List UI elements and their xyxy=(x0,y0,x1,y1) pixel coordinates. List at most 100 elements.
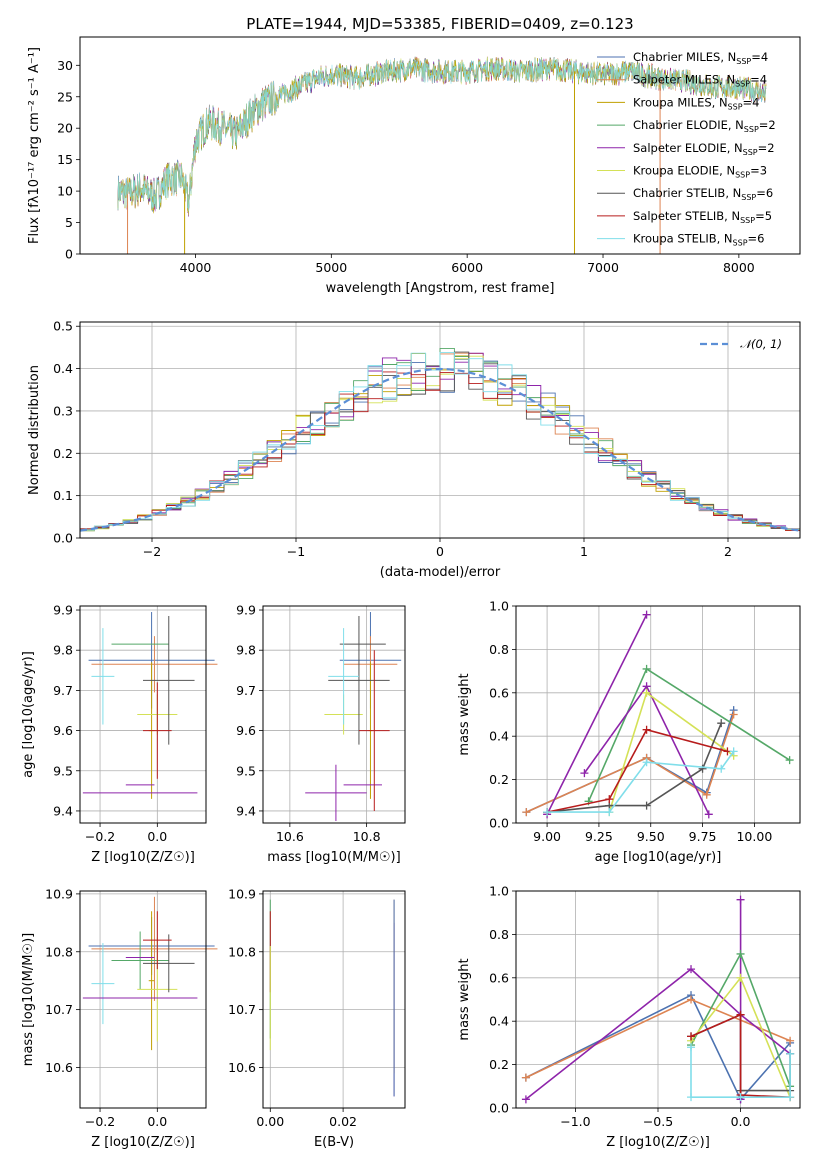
axes-frame xyxy=(262,890,406,1109)
legend-entry: Salpeter ELODIE, NSSP=2 xyxy=(633,141,775,157)
age-vs-metallicity-chart: −0.2 0.0 9.4 9.5 9.6 9.7 9.8 9.9 Z [log10(Z/Z☉)]… xyxy=(21,603,218,865)
y-tick-label: 9.7 xyxy=(236,683,256,698)
y-axis-label: mass weight xyxy=(457,673,472,755)
weight-point-marker xyxy=(521,1095,530,1104)
weight-point-marker xyxy=(736,973,745,982)
weight-point-marker xyxy=(687,965,696,974)
mass-vs-extinction-chart: 0.00 0.02 10.6 10.7 10.8 10.9 E(B-V) xyxy=(228,886,406,1150)
y-axis-label: Normed distribution xyxy=(27,365,42,495)
y-tick-label: 0.0 xyxy=(489,1101,509,1116)
x-tick-label: 0 xyxy=(436,544,444,559)
weight-point-marker xyxy=(605,795,614,804)
weight-point-marker xyxy=(642,758,651,767)
legend-entry: Chabrier ELODIE, NSSP=2 xyxy=(633,118,776,134)
y-tick-label: 10.8 xyxy=(45,944,73,959)
weight-point-marker xyxy=(736,1093,745,1102)
x-axis-label: E(B-V) xyxy=(314,1135,354,1150)
x-axis-label: age [log10(age/yr)] xyxy=(595,850,722,865)
y-axis-label: age [log10(age/yr)] xyxy=(21,651,36,778)
weight-point-marker xyxy=(642,610,651,619)
weight-point-marker xyxy=(702,790,711,799)
legend-entry: Kroupa STELIB, NSSP=6 xyxy=(633,232,764,248)
weight-point-marker xyxy=(785,756,794,765)
y-tick-label: 0.0 xyxy=(489,816,509,831)
y-tick-label: 9.4 xyxy=(236,803,256,818)
mass-vs-metallicity-chart: −0.2 0.0 10.6 10.7 10.8 10.9 Z [log10(Z/Z☉)] ma… xyxy=(21,886,218,1150)
legend-entry: Salpeter MILES, NSSP=4 xyxy=(633,73,767,89)
y-tick-label: 0.8 xyxy=(489,927,509,942)
x-tick-label: −0.5 xyxy=(643,1114,673,1129)
weight-point-marker xyxy=(736,895,745,904)
weight-point-marker xyxy=(642,801,651,810)
y-tick-label: 30 xyxy=(57,58,73,73)
normal-legend-label: 𝒩(0, 1) xyxy=(740,337,782,351)
y-tick-label: 9.9 xyxy=(236,603,256,618)
weight-series-line xyxy=(526,714,735,813)
y-tick-label: 0.2 xyxy=(489,1057,509,1072)
x-tick-label: −2 xyxy=(143,544,161,559)
y-tick-label: 0.4 xyxy=(53,361,73,376)
weight-point-marker xyxy=(786,1049,795,1058)
y-tick-label: 0 xyxy=(65,247,73,262)
x-tick-label: 0.0 xyxy=(147,829,167,844)
weight-point-marker xyxy=(642,725,651,734)
axes-frame xyxy=(79,321,801,539)
x-tick-label: 0.00 xyxy=(256,1114,284,1129)
x-tick-label: 9.00 xyxy=(533,829,561,844)
weight-series-line xyxy=(546,614,648,815)
weight-point-marker xyxy=(687,995,696,1004)
y-tick-label: 1.0 xyxy=(489,884,509,899)
x-tick-label: 7000 xyxy=(587,260,619,275)
weight-point-marker xyxy=(687,1032,696,1041)
x-tick-label: 0.0 xyxy=(731,1114,751,1129)
spectrum-lines xyxy=(117,56,767,254)
x-tick-label: 8000 xyxy=(723,260,755,275)
age-vs-mass-chart: 10.6 10.8 9.4 9.5 9.6 9.7 9.8 9.9 mass [log10(M/… xyxy=(236,603,406,865)
histogram-steps xyxy=(80,347,800,538)
axes-frame xyxy=(515,890,801,1109)
weight-point-marker xyxy=(522,808,531,817)
x-tick-label: 6000 xyxy=(451,260,483,275)
y-tick-label: 0.8 xyxy=(489,642,509,657)
weight-series-line xyxy=(525,968,791,1100)
legend-entry: Chabrier STELIB, NSSP=6 xyxy=(633,186,773,202)
x-tick-label: −1.0 xyxy=(560,1114,590,1129)
y-tick-label: 9.8 xyxy=(236,643,256,658)
y-tick-label: 9.5 xyxy=(53,763,73,778)
normal-curve xyxy=(80,367,800,532)
x-axis-label: (data-model)/error xyxy=(380,565,501,580)
y-tick-label: 10.9 xyxy=(45,886,73,901)
weight-point-marker xyxy=(642,664,651,673)
y-tick-label: 0.2 xyxy=(53,446,73,461)
weight-point-marker xyxy=(736,1010,745,1019)
weight-point-marker xyxy=(717,719,726,728)
y-tick-label: 10 xyxy=(57,184,73,199)
axes-frame xyxy=(79,605,207,824)
axes-frame xyxy=(79,890,207,1109)
weight-point-marker xyxy=(521,1073,530,1082)
weight-vs-metallicity-chart: −1.0 −0.5 0.0 0.0 0.2 0.4 0.6 0.8 1.0 Z [log10(Z/… xyxy=(457,884,801,1150)
legend-entry: Chabrier MILES, NSSP=4 xyxy=(633,50,768,66)
y-axis-label: mass [log10(M/M☉)] xyxy=(21,933,36,1066)
legend-entry: Kroupa MILES, NSSP=4 xyxy=(633,95,759,111)
x-tick-label: 0.0 xyxy=(147,1114,167,1129)
axes-frame xyxy=(515,605,801,824)
y-tick-label: 9.5 xyxy=(236,763,256,778)
weight-point-marker xyxy=(687,1093,696,1102)
weight-series-line xyxy=(546,728,728,813)
x-axis-label: mass [log10(M/M☉)] xyxy=(267,850,400,865)
y-tick-label: 0.1 xyxy=(53,488,73,503)
x-tick-label: 9.25 xyxy=(585,829,613,844)
x-tick-label: −1 xyxy=(287,544,305,559)
y-tick-label: 5 xyxy=(65,215,73,230)
y-axis-label: mass weight xyxy=(457,958,472,1040)
x-tick-label: 1 xyxy=(580,544,588,559)
weight-point-marker xyxy=(786,1093,795,1102)
weight-point-marker xyxy=(786,1036,795,1045)
x-tick-label: 9.50 xyxy=(637,829,665,844)
y-tick-label: 9.8 xyxy=(53,643,73,658)
y-tick-label: 25 xyxy=(57,89,73,104)
y-tick-label: 9.9 xyxy=(53,603,73,618)
x-tick-label: 0.02 xyxy=(329,1114,357,1129)
y-tick-label: 1.0 xyxy=(489,599,509,614)
